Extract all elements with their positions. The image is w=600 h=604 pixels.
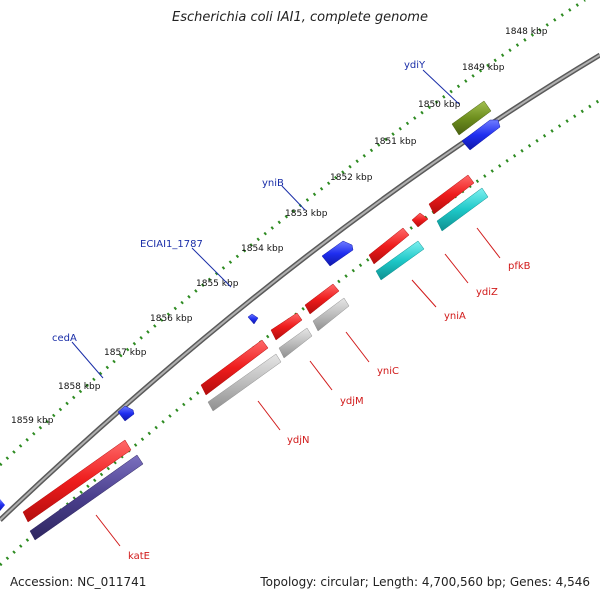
svg-text:ydjN: ydjN bbox=[287, 435, 310, 446]
reverse-gene-grey-yniC[interactable] bbox=[312, 297, 350, 332]
kbp-label: 1858 kbp bbox=[58, 382, 101, 392]
reverse-gene-navy-katE[interactable] bbox=[29, 454, 144, 541]
kbp-label: 1849 kbp bbox=[462, 63, 505, 73]
svg-text:pfkB: pfkB bbox=[508, 261, 531, 272]
topology-text: Topology: circular; Length: 4,700,560 bp… bbox=[260, 575, 590, 589]
reverse-label-ydiZ: ydiZ bbox=[444, 253, 498, 298]
kbp-label: 1855 kbp bbox=[196, 279, 239, 289]
kbp-scale: 1848 kbp 1849 kbp 1850 kbp 1851 kbp 1852… bbox=[11, 27, 548, 426]
genome-backbone bbox=[0, 52, 600, 522]
reverse-label-ydjN: ydjN bbox=[257, 400, 310, 446]
kbp-label: 1851 kbp bbox=[374, 137, 417, 147]
forward-gene-blue-edge[interactable] bbox=[0, 499, 5, 511]
reverse-label-pfkB: pfkB bbox=[476, 227, 531, 272]
gene-label-cedA: cedA bbox=[52, 333, 77, 344]
forward-gene-yniB[interactable]: yniB bbox=[262, 178, 354, 267]
reverse-gene-cyan-yniA[interactable] bbox=[375, 240, 425, 281]
kbp-label: 1852 kbp bbox=[330, 173, 373, 183]
kbp-label: 1848 kbp bbox=[505, 27, 548, 37]
map-title: Escherichia coli IAI1, complete genome bbox=[172, 10, 428, 25]
svg-text:yniC: yniC bbox=[377, 366, 399, 377]
outer-tick-row bbox=[0, 0, 586, 467]
kbp-label: 1853 kbp bbox=[285, 209, 328, 219]
reverse-gene-red-yniC[interactable] bbox=[304, 283, 340, 315]
reverse-gene-red-ydjN[interactable] bbox=[200, 339, 269, 396]
reverse-label-katE: katE bbox=[95, 514, 150, 562]
kbp-label: 1856 kbp bbox=[150, 314, 193, 324]
svg-text:yniA: yniA bbox=[444, 311, 466, 322]
svg-text:ydjM: ydjM bbox=[340, 396, 364, 407]
gene-label-ECIAI1_1787: ECIAI1_1787 bbox=[140, 239, 203, 250]
accession-text: Accession: NC_011741 bbox=[10, 575, 147, 589]
inner-tick-row bbox=[0, 98, 600, 567]
kbp-label: 1859 kbp bbox=[11, 416, 54, 426]
reverse-gene-grey-ydjN[interactable] bbox=[207, 353, 282, 412]
forward-gene-ECIAI1_1787[interactable]: ECIAI1_1787 bbox=[140, 239, 259, 325]
svg-text:katE: katE bbox=[128, 551, 150, 562]
reverse-gene-red-ydjM[interactable] bbox=[270, 312, 303, 341]
reverse-label-yniA: yniA bbox=[411, 279, 466, 322]
reverse-gene-red-katE[interactable] bbox=[22, 439, 132, 523]
reverse-gene-cyan-pfkB[interactable] bbox=[436, 187, 489, 232]
kbp-label: 1850 kbp bbox=[418, 100, 461, 110]
reverse-label-ydjM: ydjM bbox=[309, 360, 364, 407]
reverse-gene-grey-ydjM[interactable] bbox=[278, 327, 313, 359]
kbp-label: 1857 kbp bbox=[104, 348, 147, 358]
reverse-gene-red-pfkB[interactable] bbox=[428, 174, 475, 215]
forward-gene-cedA[interactable]: cedA bbox=[52, 333, 135, 422]
svg-text:ydiZ: ydiZ bbox=[476, 287, 498, 298]
forward-gene-blue-1[interactable] bbox=[461, 119, 501, 151]
kbp-label: 1854 kbp bbox=[241, 244, 284, 254]
reverse-gene-red-ydiZ[interactable] bbox=[411, 212, 429, 228]
gene-label-yniB: yniB bbox=[262, 178, 284, 189]
reverse-gene-red-yniA[interactable] bbox=[368, 227, 410, 265]
forward-gene-ydiY[interactable]: ydiY bbox=[404, 60, 492, 136]
gene-label-ydiY: ydiY bbox=[404, 60, 426, 71]
reverse-label-yniC: yniC bbox=[345, 331, 399, 377]
